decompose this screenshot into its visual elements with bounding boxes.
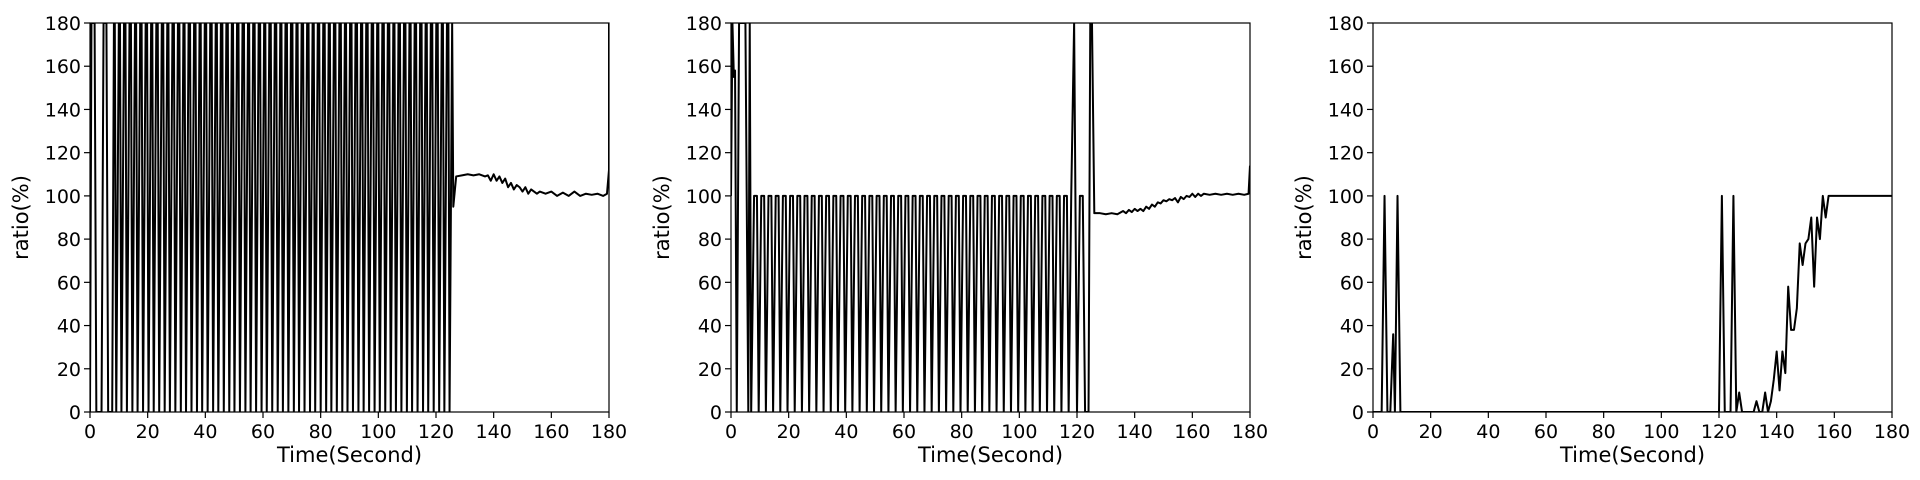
y-tick-label: 20 (698, 359, 722, 381)
x-axis-label: Time(Second) (1559, 443, 1705, 467)
y-tick-label: 140 (1328, 99, 1364, 121)
subplot-3: Time(Second) ratio(%) 0 20 40 60 80 100 120 140… (1292, 13, 1910, 467)
x-tick-label: 180 (1874, 421, 1910, 443)
y-tick-label: 100 (45, 186, 81, 208)
y-tick-label: 20 (1340, 359, 1364, 381)
y-tick-label: 60 (1340, 272, 1364, 294)
y-tick-label: 80 (698, 229, 722, 251)
y-tick-label: 140 (686, 99, 722, 121)
x-tick-label: 160 (1816, 421, 1852, 443)
y-tick-label: 180 (686, 13, 722, 35)
x-tick-label: 160 (1174, 421, 1210, 443)
y-tick-label: 140 (45, 99, 81, 121)
subplot-1: Time(Second) ratio(%) 0 20 40 60 80 100 120 140… (9, 13, 627, 467)
y-axis-label: ratio(%) (650, 175, 674, 260)
x-tick-label: 140 (1759, 421, 1795, 443)
subplot-2: Time(Second) ratio(%) 0 20 40 60 80 100 120 140… (650, 13, 1268, 467)
x-tick-label: 40 (1476, 421, 1500, 443)
x-tick-label: 60 (251, 421, 275, 443)
x-tick-label: 0 (84, 421, 96, 443)
series-line (90, 23, 609, 412)
x-tick-label: 140 (476, 421, 512, 443)
y-tick-label: 60 (698, 272, 722, 294)
plot-frame (1372, 22, 1893, 413)
y-tick-label: 160 (686, 56, 722, 78)
x-tick-label: 40 (193, 421, 217, 443)
x-tick-label: 20 (1419, 421, 1443, 443)
y-tick-label: 120 (45, 143, 81, 165)
y-tick-label: 60 (57, 272, 81, 294)
y-axis-label: ratio(%) (9, 175, 33, 260)
y-axis-label: ratio(%) (1292, 175, 1316, 260)
x-tick-label: 100 (1001, 421, 1037, 443)
y-tick-label: 100 (1328, 186, 1364, 208)
y-tick-label: 20 (57, 359, 81, 381)
plot-frame (730, 22, 1251, 413)
y-tick-label: 180 (1328, 13, 1364, 35)
y-tick-label: 120 (1328, 143, 1364, 165)
x-tick-label: 140 (1117, 421, 1153, 443)
y-tick-label: 80 (57, 229, 81, 251)
x-tick-label: 120 (1059, 421, 1095, 443)
y-tick-label: 40 (57, 316, 81, 338)
x-tick-label: 80 (309, 421, 333, 443)
y-tick-label: 160 (45, 56, 81, 78)
y-tick-label: 0 (69, 402, 81, 424)
y-tick-label: 80 (1340, 229, 1364, 251)
x-tick-label: 180 (1232, 421, 1268, 443)
x-tick-label: 120 (418, 421, 454, 443)
x-tick-label: 40 (834, 421, 858, 443)
x-tick-label: 120 (1701, 421, 1737, 443)
x-axis-label: Time(Second) (276, 443, 422, 467)
x-tick-label: 100 (1643, 421, 1679, 443)
x-tick-label: 20 (777, 421, 801, 443)
x-axis-label: Time(Second) (917, 443, 1063, 467)
y-tick-label: 120 (686, 143, 722, 165)
x-tick-label: 60 (1534, 421, 1558, 443)
y-tick-label: 0 (710, 402, 722, 424)
series-line (1373, 194, 1892, 412)
y-tick-label: 100 (686, 186, 722, 208)
x-tick-label: 0 (1367, 421, 1379, 443)
y-tick-label: 0 (1352, 402, 1364, 424)
x-tick-label: 180 (591, 421, 627, 443)
x-tick-label: 20 (136, 421, 160, 443)
x-tick-label: 80 (950, 421, 974, 443)
series-line (731, 23, 1250, 412)
y-tick-label: 40 (698, 316, 722, 338)
x-tick-label: 0 (725, 421, 737, 443)
x-tick-label: 100 (360, 421, 396, 443)
x-tick-label: 160 (533, 421, 569, 443)
x-tick-label: 80 (1592, 421, 1616, 443)
y-tick-label: 180 (45, 13, 81, 35)
plot-frame (89, 22, 610, 413)
x-tick-label: 60 (892, 421, 916, 443)
y-tick-label: 160 (1328, 56, 1364, 78)
y-tick-label: 40 (1340, 316, 1364, 338)
